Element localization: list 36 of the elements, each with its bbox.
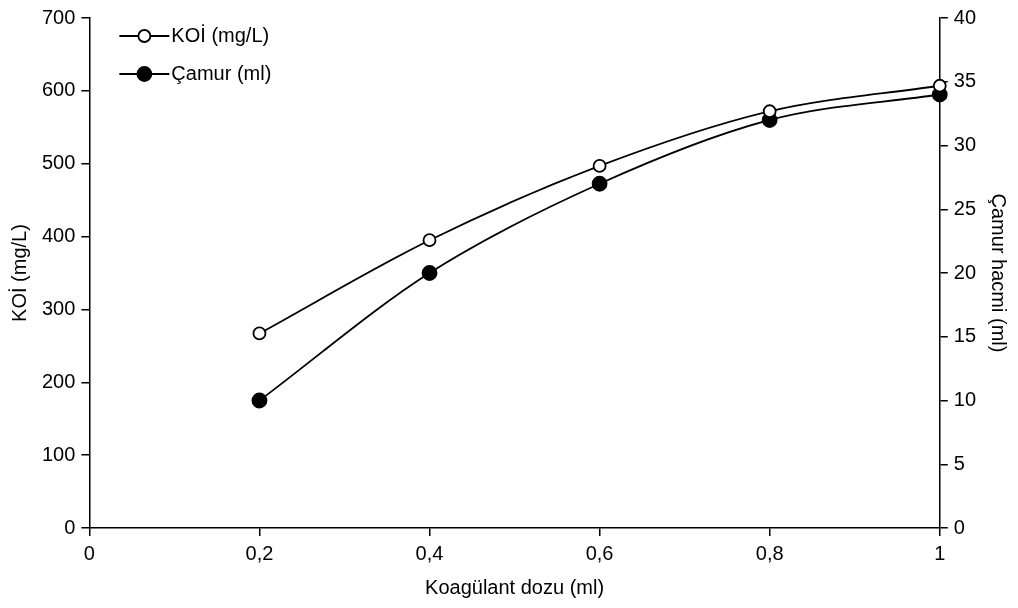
y2-tick-label: 0 [953, 515, 965, 538]
y-tick-label: 200 [41, 369, 76, 392]
x-tick-label: 0,4 [415, 541, 444, 564]
x-tick-label: 0,6 [585, 541, 614, 564]
y-tick-label: 100 [41, 442, 76, 465]
x-axis-title: Koagülant dozu (ml) [425, 575, 605, 598]
x-tick-label: 0,8 [755, 541, 784, 564]
legend-label: Çamur (ml) [171, 61, 272, 84]
y2-tick-label: 20 [953, 260, 976, 283]
point [421, 265, 438, 281]
point [251, 392, 268, 409]
y2-tick-label: 15 [953, 324, 976, 347]
legend-label: KOİ (mg/L) [171, 23, 270, 46]
y-axis-title: KOİ (mg/L) [7, 224, 30, 322]
y2-tick-label: 30 [953, 133, 976, 156]
point [591, 175, 608, 192]
point [252, 326, 267, 341]
y2-tick-label: 25 [953, 196, 976, 219]
y-tick-label: 600 [41, 78, 76, 101]
point [932, 78, 947, 93]
y-tick-label: 300 [41, 296, 76, 319]
y-tick-label: 500 [41, 151, 76, 174]
y2-tick-label: 5 [953, 451, 965, 474]
y2-tick-label: 10 [953, 388, 976, 411]
y2-axis-title: Çamur hacmi (ml) [988, 193, 1011, 353]
y2-tick-label: 40 [953, 5, 976, 28]
x-tick-label: 0 [83, 541, 95, 564]
x-tick-label: 0,2 [245, 541, 274, 564]
y2-tick-label: 35 [953, 69, 976, 92]
point [592, 159, 607, 173]
x-tick-label: 1 [934, 541, 946, 564]
y-tick-label: 400 [41, 224, 76, 247]
y-tick-label: 700 [41, 5, 76, 28]
point [762, 104, 777, 119]
point [422, 233, 437, 248]
y-tick-label: 0 [64, 515, 76, 538]
